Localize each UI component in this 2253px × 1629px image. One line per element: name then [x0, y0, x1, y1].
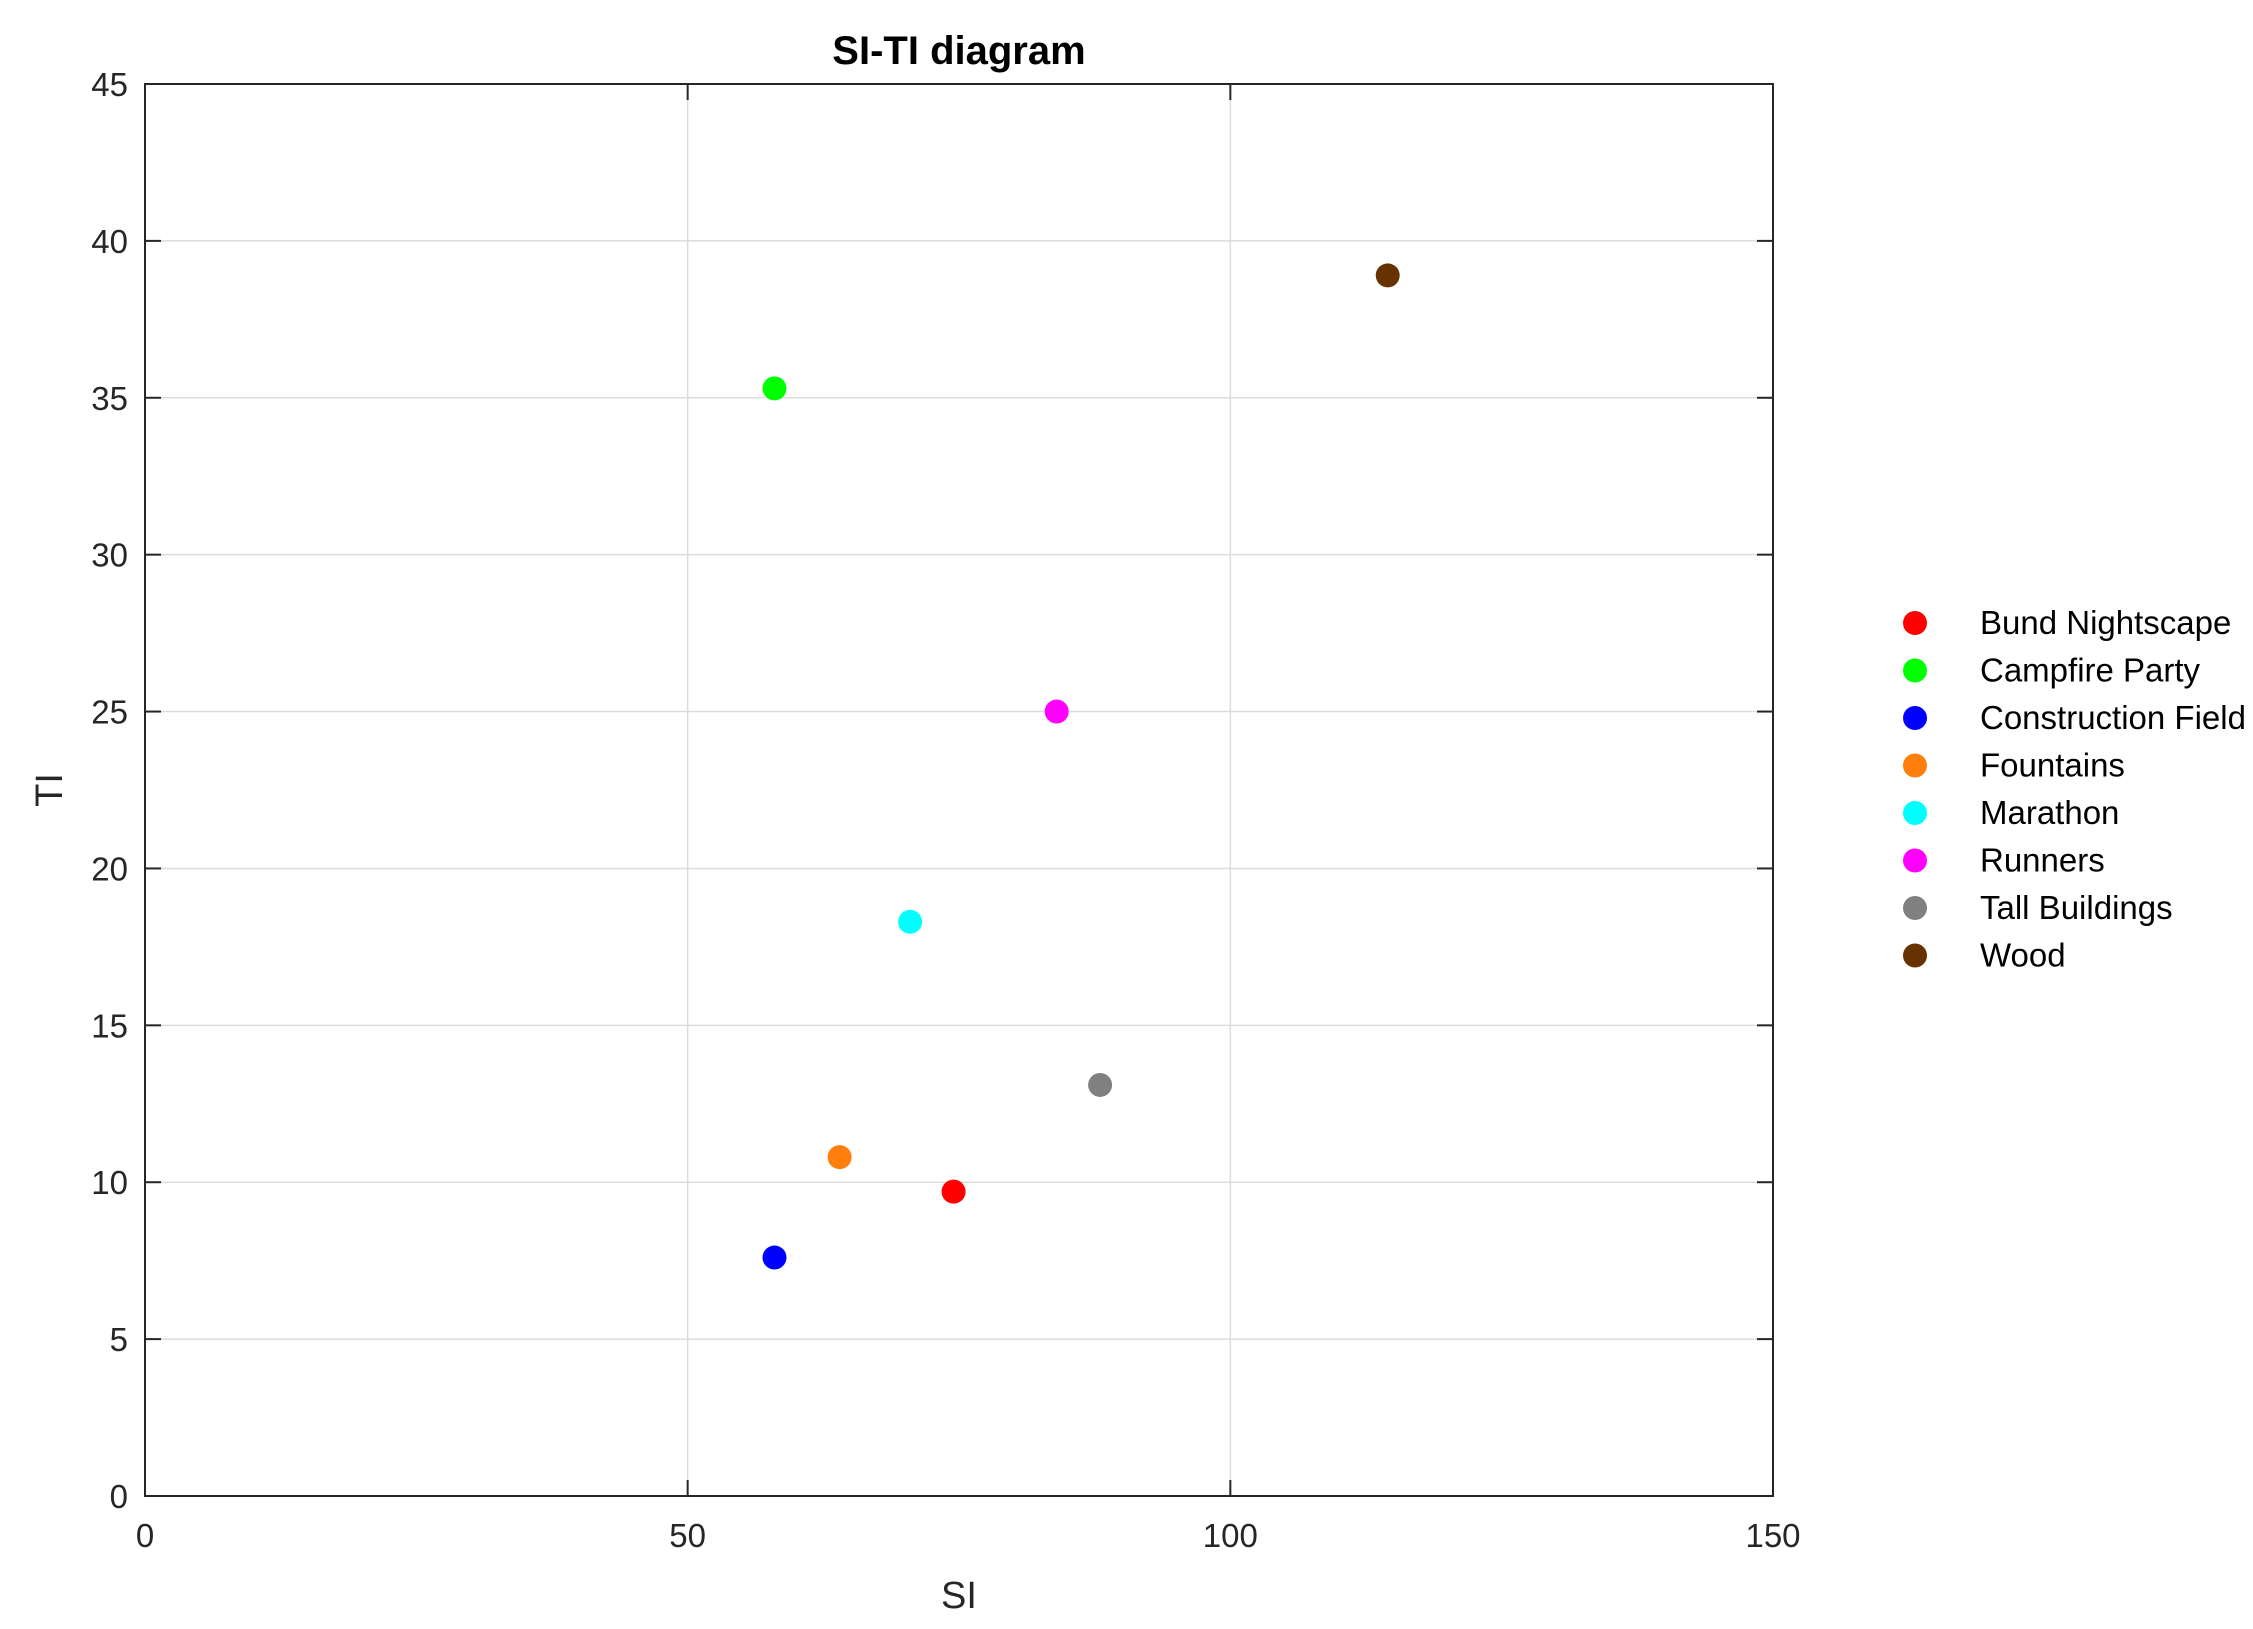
legend-label: Tall Buildings: [1980, 889, 2173, 926]
data-point: [941, 1179, 966, 1204]
plot-area-frame: [144, 83, 1774, 1497]
y-tick-label: 5: [110, 1321, 128, 1358]
x-tick-label: 50: [669, 1517, 706, 1554]
data-point: [762, 1245, 787, 1270]
legend-marker: [1903, 706, 1927, 730]
legend-marker: [1903, 943, 1927, 968]
y-tick-label: 15: [91, 1007, 128, 1044]
chart-title: SI-TI diagram: [832, 29, 1085, 73]
y-tick-label: 20: [91, 850, 128, 887]
grid-lines: [145, 84, 1773, 1496]
legend-label: Marathon: [1980, 794, 2119, 831]
y-tick-label: 25: [91, 694, 128, 731]
data-point: [1088, 1072, 1113, 1097]
legend-marker: [1903, 848, 1927, 873]
data-points: [762, 263, 1400, 1270]
data-point: [1375, 263, 1400, 288]
legend-marker: [1903, 801, 1927, 825]
y-axis-title: TI: [29, 773, 71, 807]
x-axis-title: SI: [941, 1575, 977, 1617]
legend-label: Construction Field: [1980, 699, 2246, 736]
y-tick-label: 35: [91, 380, 128, 417]
legend-marker: [1903, 896, 1927, 920]
legend: Bund Nightscape Campfire Party Constructio…: [1903, 604, 2246, 974]
y-tick-label: 10: [91, 1164, 128, 1201]
data-point: [762, 376, 787, 401]
legend-label: Campfire Party: [1980, 652, 2201, 689]
legend-label: Runners: [1980, 842, 2105, 879]
axis-ticks: 0 50 100 150 0 5 10 15 20 25 30 35 40 45: [91, 66, 1800, 1554]
data-point: [898, 909, 923, 934]
x-tick-label: 150: [1745, 1517, 1800, 1554]
y-tick-label: 40: [91, 223, 128, 260]
data-point: [1044, 699, 1069, 724]
legend-label: Bund Nightscape: [1980, 604, 2231, 641]
x-tick-label: 0: [136, 1517, 154, 1554]
y-tick-label: 45: [91, 66, 128, 103]
y-tick-label: 0: [110, 1478, 128, 1515]
legend-marker: [1903, 753, 1927, 778]
data-point: [827, 1145, 852, 1170]
legend-marker: [1903, 658, 1927, 683]
legend-label: Fountains: [1980, 747, 2125, 784]
y-tick-label: 30: [91, 537, 128, 574]
legend-label: Wood: [1980, 937, 2066, 974]
x-tick-label: 100: [1203, 1517, 1258, 1554]
legend-marker: [1903, 611, 1927, 635]
